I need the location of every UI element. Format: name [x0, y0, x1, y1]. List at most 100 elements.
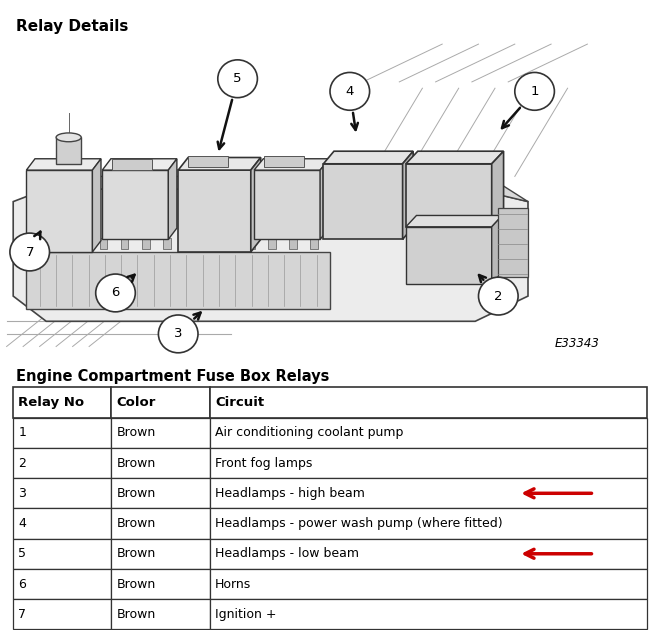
Text: Relay No: Relay No	[18, 396, 84, 409]
Text: 1: 1	[18, 427, 26, 439]
Bar	[13, 418, 112, 448]
Bar	[310, 238, 318, 249]
Bar	[226, 238, 234, 249]
Polygon shape	[46, 176, 528, 202]
Bar	[121, 238, 129, 249]
Circle shape	[218, 60, 257, 98]
Bar	[13, 599, 112, 629]
Bar	[112, 448, 210, 478]
Text: E33343: E33343	[554, 337, 599, 350]
Bar	[13, 387, 112, 418]
Text: 3: 3	[18, 487, 26, 500]
Text: Relay Details: Relay Details	[16, 19, 129, 34]
Text: Brown: Brown	[117, 578, 156, 590]
Bar	[183, 238, 191, 249]
Text: Brown: Brown	[117, 427, 156, 439]
Bar	[56, 137, 81, 164]
Bar	[406, 164, 492, 227]
Text: 6: 6	[18, 578, 26, 590]
Text: Brown: Brown	[117, 608, 156, 621]
Polygon shape	[102, 159, 177, 170]
Polygon shape	[323, 151, 413, 164]
Bar	[112, 387, 210, 418]
Polygon shape	[13, 189, 528, 321]
Bar	[26, 170, 92, 252]
Bar	[79, 238, 86, 249]
Bar	[13, 448, 112, 478]
Text: Brown: Brown	[117, 487, 156, 500]
Polygon shape	[320, 159, 329, 239]
Text: 2: 2	[494, 290, 502, 302]
Bar	[102, 170, 168, 239]
Polygon shape	[254, 159, 329, 170]
Bar	[36, 238, 44, 249]
Bar	[112, 159, 152, 170]
Circle shape	[158, 315, 198, 353]
Bar	[142, 238, 150, 249]
Bar	[210, 418, 647, 448]
Polygon shape	[406, 215, 502, 227]
Circle shape	[96, 274, 135, 312]
Bar	[13, 539, 112, 569]
Text: 7: 7	[18, 608, 26, 621]
Bar	[163, 238, 171, 249]
Text: Circuit: Circuit	[215, 396, 264, 409]
Text: 7: 7	[26, 246, 34, 258]
Bar	[210, 387, 647, 418]
Bar	[205, 238, 213, 249]
Circle shape	[478, 277, 518, 315]
Circle shape	[330, 72, 370, 110]
Bar	[210, 508, 647, 539]
Text: Headlamps - low beam: Headlamps - low beam	[215, 547, 359, 560]
Text: 4: 4	[346, 85, 354, 98]
Bar	[112, 599, 210, 629]
Bar	[112, 418, 210, 448]
Polygon shape	[92, 159, 101, 252]
Bar	[13, 508, 112, 539]
Polygon shape	[251, 158, 261, 252]
Bar	[112, 569, 210, 599]
Text: Brown: Brown	[117, 457, 156, 469]
Text: Ignition +: Ignition +	[215, 608, 277, 621]
Bar	[210, 539, 647, 569]
Text: 6: 6	[112, 287, 119, 299]
Polygon shape	[26, 159, 101, 170]
Bar	[112, 478, 210, 508]
Bar	[112, 508, 210, 539]
Bar	[264, 156, 304, 167]
Bar	[210, 599, 647, 629]
Polygon shape	[403, 151, 413, 239]
Bar	[13, 478, 112, 508]
Bar	[498, 208, 528, 277]
Text: Headlamps - high beam: Headlamps - high beam	[215, 487, 365, 500]
Polygon shape	[178, 158, 261, 170]
Text: 4: 4	[18, 517, 26, 530]
Bar	[406, 227, 492, 284]
Text: Engine Compartment Fuse Box Relays: Engine Compartment Fuse Box Relays	[16, 369, 330, 384]
Ellipse shape	[56, 133, 81, 142]
Bar	[268, 238, 276, 249]
Text: Horns: Horns	[215, 578, 251, 590]
Bar	[178, 170, 251, 252]
Bar	[13, 569, 112, 599]
Circle shape	[10, 233, 50, 271]
Text: Color: Color	[117, 396, 156, 409]
Bar	[112, 539, 210, 569]
Polygon shape	[168, 159, 177, 239]
Text: Brown: Brown	[117, 517, 156, 530]
Bar	[254, 170, 320, 239]
Polygon shape	[492, 151, 504, 227]
Bar	[323, 164, 403, 239]
Text: Front fog lamps: Front fog lamps	[215, 457, 312, 469]
Bar	[188, 156, 228, 167]
Text: 2: 2	[18, 457, 26, 469]
Bar	[247, 238, 255, 249]
Polygon shape	[492, 215, 502, 284]
Text: Brown: Brown	[117, 547, 156, 560]
Polygon shape	[406, 151, 504, 164]
Bar	[100, 238, 108, 249]
Text: Air conditioning coolant pump: Air conditioning coolant pump	[215, 427, 403, 439]
Text: 5: 5	[18, 547, 26, 560]
Polygon shape	[26, 252, 330, 309]
Text: 3: 3	[174, 328, 182, 340]
